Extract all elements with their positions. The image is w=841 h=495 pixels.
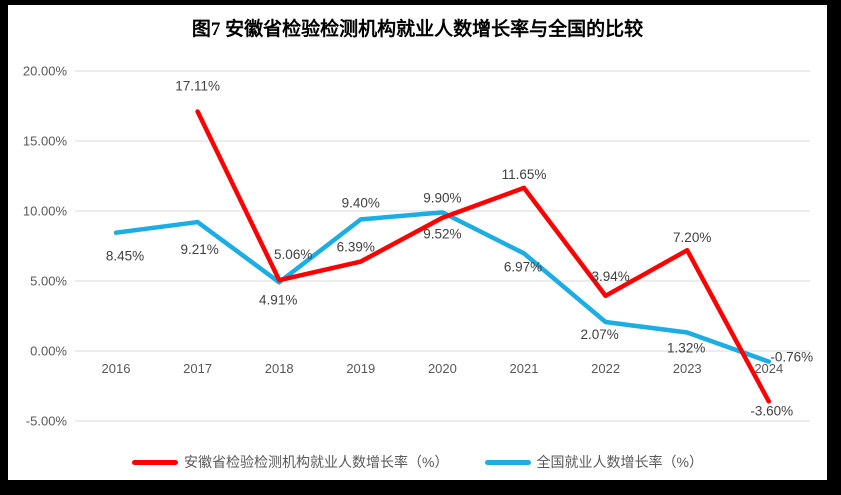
data-label: 1.32%: [667, 341, 705, 356]
legend-item-anhui: 安徽省检验检测机构就业人数增长率（%）: [132, 452, 449, 472]
legend-line-red-icon: [132, 459, 179, 465]
data-label: 9.21%: [180, 242, 218, 257]
data-label: 17.11%: [175, 78, 220, 93]
line-chart: 20.00% 15.00% 10.00% 5.00% 0.00% -5.00% 2016 20…: [23, 64, 813, 429]
data-label: 6.97%: [504, 259, 542, 274]
x-tick-label: 2023: [673, 361, 702, 376]
x-tick-label: 2022: [591, 361, 620, 376]
x-tick-label: 2021: [510, 361, 539, 376]
data-label: 9.52%: [423, 227, 461, 242]
data-label: 8.45%: [106, 249, 144, 264]
chart-canvas: 图7 安徽省检验检测机构就业人数增长率与全国的比较 20.00% 15.00% 10…: [8, 5, 827, 480]
y-tick-label: -5.00%: [26, 414, 68, 429]
data-label: 3.94%: [591, 269, 629, 284]
legend-label-anhui: 安徽省检验检测机构就业人数增长率（%）: [184, 454, 449, 470]
data-label: 4.91%: [259, 292, 297, 307]
series-line: [113, 210, 772, 364]
data-label: -3.60%: [750, 403, 793, 418]
data-label: 7.20%: [673, 230, 711, 245]
y-tick-label: 5.00%: [30, 274, 67, 289]
data-label: 2.07%: [580, 327, 618, 342]
x-tick-label: 2016: [102, 361, 131, 376]
series-line: [195, 109, 772, 404]
data-label: 11.65%: [502, 167, 547, 182]
legend-item-national: 全国就业人数增长率（%）: [484, 452, 703, 472]
data-label: 6.39%: [337, 240, 375, 255]
data-label: 9.90%: [423, 190, 461, 205]
y-tick-label: 0.00%: [30, 344, 67, 359]
y-tick-label: 10.00%: [23, 204, 68, 219]
y-tick-label: 20.00%: [23, 64, 68, 79]
x-tick-label: 2017: [183, 361, 212, 376]
x-tick-label: 2019: [346, 361, 375, 376]
legend-line-blue-icon: [484, 459, 531, 465]
legend-label-national: 全国就业人数增长率（%）: [536, 454, 703, 470]
y-tick-label: 15.00%: [23, 134, 68, 149]
data-label: 9.40%: [342, 195, 380, 210]
x-tick-label: 2020: [428, 361, 457, 376]
x-tick-label: 2024: [754, 361, 783, 376]
data-label: -0.76%: [770, 350, 813, 365]
chart-legend: 安徽省检验检测机构就业人数增长率（%） 全国就业人数增长率（%）: [8, 452, 827, 472]
data-label: 5.06%: [274, 247, 312, 262]
chart-title: 图7 安徽省检验检测机构就业人数增长率与全国的比较: [191, 19, 644, 40]
x-tick-label: 2018: [265, 361, 294, 376]
